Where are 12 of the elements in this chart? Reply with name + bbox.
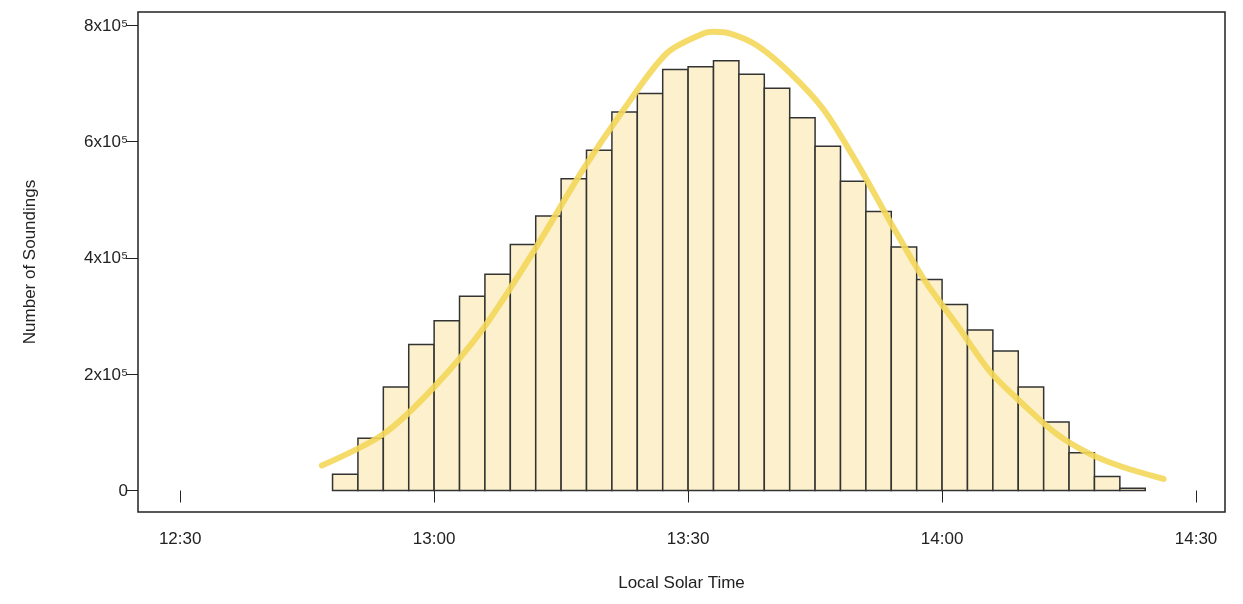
x-tick-label: 13:00	[412, 529, 456, 548]
y-tick-label: 4x10⁵	[84, 248, 128, 268]
y-tick-label: 8x10⁵	[84, 15, 128, 35]
x-axis-title: Local Solar Time	[618, 573, 745, 592]
x-tick-label: 14:00	[920, 529, 964, 548]
y-axis-title: Number of Soundings	[20, 179, 39, 345]
y-tick-label: 0	[118, 480, 128, 500]
x-tick-label: 12:30	[158, 529, 202, 548]
y-tick-label: 2x10⁵	[84, 364, 128, 384]
x-tick-label: 14:30	[1174, 529, 1218, 548]
y-tick-label: 6x10⁵	[84, 132, 128, 152]
x-tick-label: 13:30	[666, 529, 710, 548]
